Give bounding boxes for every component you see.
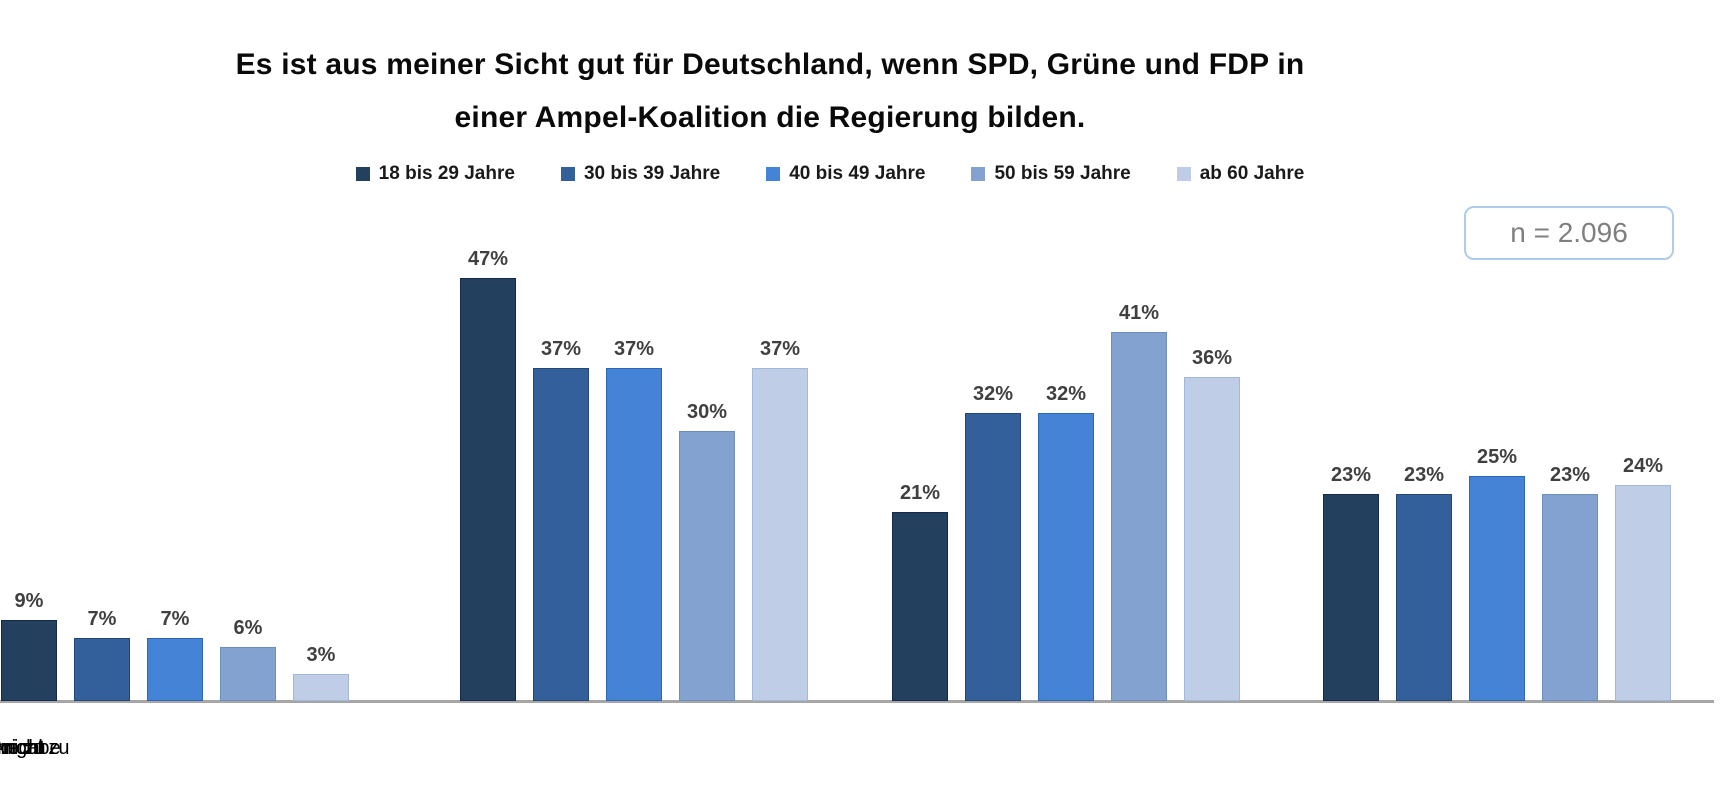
- category-label: stimme nicht zu: [0, 737, 70, 759]
- bar: [1542, 494, 1598, 701]
- legend-item: 50 bis 59 Jahre: [971, 163, 1131, 185]
- legend-item: 40 bis 49 Jahre: [766, 163, 925, 185]
- bar: [220, 647, 276, 701]
- bar-value-label: 3%: [306, 644, 336, 666]
- legend-item: 18 bis 29 Jahre: [355, 163, 515, 185]
- bar-group: 23% 23% 25% 23% 24%: [1322, 446, 1672, 701]
- legend-label: 50 bis 59 Jahre: [994, 163, 1131, 184]
- x-axis-line: [0, 700, 1714, 703]
- bar-cell: 36%: [1183, 347, 1241, 701]
- bar-value-label: 6%: [233, 617, 263, 639]
- bar: [533, 368, 589, 701]
- bar: [460, 278, 516, 701]
- bar-value-label: 9%: [14, 590, 44, 612]
- bar: [1323, 494, 1379, 701]
- bar-cell: 37%: [751, 338, 809, 701]
- legend-swatch-icon: [355, 167, 370, 181]
- bar: [1184, 377, 1240, 701]
- sample-size-label: n = 2.096: [1510, 217, 1628, 248]
- legend-label: 18 bis 29 Jahre: [378, 163, 515, 184]
- bar: [892, 512, 948, 701]
- bar-value-label: 23%: [1549, 464, 1591, 486]
- chart-title-line1: Es ist aus meiner Sicht gut für Deutschl…: [235, 48, 1305, 81]
- legend-label: 30 bis 39 Jahre: [583, 163, 721, 184]
- bar-value-label: 23%: [1330, 464, 1372, 486]
- bar-value-label: 7%: [87, 608, 117, 630]
- bar-cell: 6%: [219, 617, 277, 701]
- bar: [1111, 332, 1167, 701]
- bar-cell: 32%: [1037, 383, 1095, 701]
- bar: [752, 368, 808, 701]
- bar-cell: 47%: [459, 248, 517, 701]
- bar: [606, 368, 662, 701]
- bar-cell: 7%: [73, 608, 131, 701]
- bar: [1469, 476, 1525, 701]
- bar-value-label: 21%: [899, 482, 941, 504]
- legend-item: 30 bis 39 Jahre: [560, 163, 721, 185]
- bar: [147, 638, 203, 701]
- bar-value-label: 37%: [613, 338, 655, 360]
- bar-cell: 9%: [0, 590, 58, 701]
- bar-cell: 23%: [1541, 464, 1599, 701]
- bar-value-label: 47%: [467, 248, 509, 270]
- legend: 18 bis 29 Jahre 30 bis 39 Jahre 40 bis 49 …: [0, 163, 1660, 185]
- bar-value-label: 30%: [686, 401, 728, 423]
- category-label: stimme zu: [0, 737, 46, 759]
- bar: [1615, 485, 1671, 701]
- bar-cell: 23%: [1395, 464, 1453, 701]
- bar-cell: 41%: [1110, 302, 1168, 701]
- legend-swatch-icon: [560, 167, 575, 181]
- bar-value-label: 41%: [1118, 302, 1160, 324]
- bar-cell: 7%: [146, 608, 204, 701]
- bar-value-label: 7%: [160, 608, 190, 630]
- bar-group: 47% 37% 37% 30% 37%: [459, 248, 809, 701]
- bar-cell: 37%: [532, 338, 590, 701]
- bar-value-label: 36%: [1191, 347, 1233, 369]
- bar-value-label: 37%: [759, 338, 801, 360]
- bar: [679, 431, 735, 701]
- bar-cell: 37%: [605, 338, 663, 701]
- chart-title-line2: einer Ampel-Koalition die Regierung bild…: [454, 101, 1086, 134]
- bar-value-label: 37%: [540, 338, 582, 360]
- bar: [965, 413, 1021, 701]
- bar-value-label: 23%: [1403, 464, 1445, 486]
- legend-label: ab 60 Jahre: [1199, 163, 1305, 184]
- legend-swatch-icon: [971, 167, 986, 181]
- bar-cell: 21%: [891, 482, 949, 701]
- category-label: weiß nicht: [0, 737, 46, 759]
- bar-cell: 30%: [678, 401, 736, 701]
- chart-title: Es ist aus meiner Sicht gut für Deutschl…: [0, 38, 1540, 144]
- bar: [1396, 494, 1452, 701]
- bar-value-label: 32%: [972, 383, 1014, 405]
- sample-size-badge: n = 2.096: [1464, 206, 1674, 260]
- bar-cell: 24%: [1614, 455, 1672, 701]
- category-label: keine Angabe: [0, 737, 61, 759]
- bar-cell: 3%: [292, 644, 350, 701]
- legend-swatch-icon: [766, 167, 781, 181]
- bar: [1038, 413, 1094, 701]
- legend-label: 40 bis 49 Jahre: [789, 163, 926, 184]
- legend-item: ab 60 Jahre: [1176, 163, 1305, 185]
- bar-cell: 25%: [1468, 446, 1526, 701]
- bar-cell: 32%: [964, 383, 1022, 701]
- bar: [74, 638, 130, 701]
- bar-group: 9% 7% 7% 6% 3%: [0, 590, 350, 701]
- bar: [293, 674, 349, 701]
- bar-cell: 23%: [1322, 464, 1380, 701]
- bar-value-label: 32%: [1045, 383, 1087, 405]
- bar-value-label: 24%: [1622, 455, 1664, 477]
- bar-group: 21% 32% 32% 41% 36%: [891, 302, 1241, 701]
- bar-value-label: 25%: [1476, 446, 1518, 468]
- bar: [1, 620, 57, 701]
- legend-swatch-icon: [1176, 167, 1191, 181]
